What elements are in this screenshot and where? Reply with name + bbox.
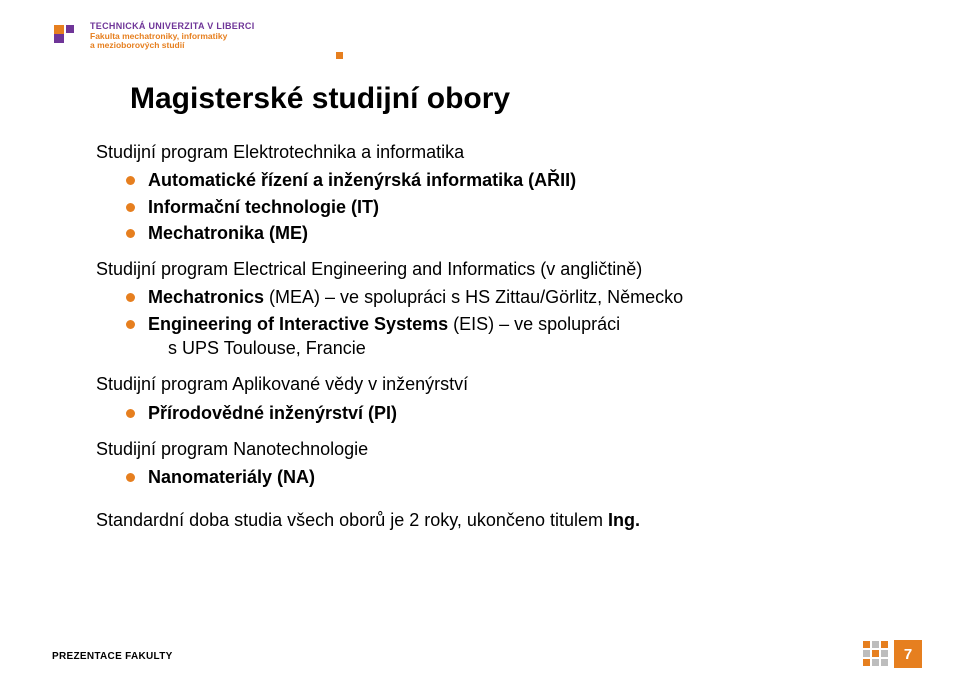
slide-content: Studijní program Elektrotechnika a infor… — [96, 140, 876, 532]
program-head: Studijní program Electrical Engineering … — [96, 257, 876, 281]
program-head: Studijní program Aplikované vědy v inžen… — [96, 372, 876, 396]
program-head: Studijní program Nanotechnologie — [96, 437, 876, 461]
logo-text: TECHNICKÁ UNIVERZITA V LIBERCI Fakulta m… — [90, 22, 255, 51]
program-group: Studijní program Elektrotechnika a infor… — [96, 140, 876, 245]
program-group: Studijní program Electrical Engineering … — [96, 257, 876, 360]
page-number: 7 — [894, 640, 922, 668]
program-head: Studijní program Elektrotechnika a infor… — [96, 140, 876, 164]
program-item: Přírodovědné inženýrství (PI) — [126, 401, 876, 425]
program-group: Studijní program Aplikované vědy v inžen… — [96, 372, 876, 425]
dots-icon — [863, 641, 888, 666]
program-item: Nanomateriály (NA) — [126, 465, 876, 489]
slide-header: TECHNICKÁ UNIVERZITA V LIBERCI Fakulta m… — [52, 22, 255, 51]
program-item: Engineering of Interactive Systems (EIS)… — [126, 312, 876, 361]
program-item-subline: s UPS Toulouse, Francie — [168, 336, 876, 360]
program-item: Automatické řízení a inženýrská informat… — [126, 168, 876, 192]
slide-title: Magisterské studijní obory — [130, 82, 510, 116]
footer-label: PREZENTACE FAKULTY — [52, 651, 173, 662]
program-group: Studijní program Nanotechnologie Nanomat… — [96, 437, 876, 490]
footer-right: 7 — [863, 640, 922, 668]
program-item: Mechatronika (ME) — [126, 221, 876, 245]
faculty-line-2: a mezioborových studií — [90, 41, 255, 50]
decorative-square-icon — [336, 52, 343, 59]
program-item: Mechatronics (MEA) – ve spolupráci s HS … — [126, 285, 876, 309]
closing-line: Standardní doba studia všech oborů je 2 … — [96, 508, 876, 532]
program-item: Informační technologie (IT) — [126, 195, 876, 219]
logo-icon — [52, 22, 82, 46]
